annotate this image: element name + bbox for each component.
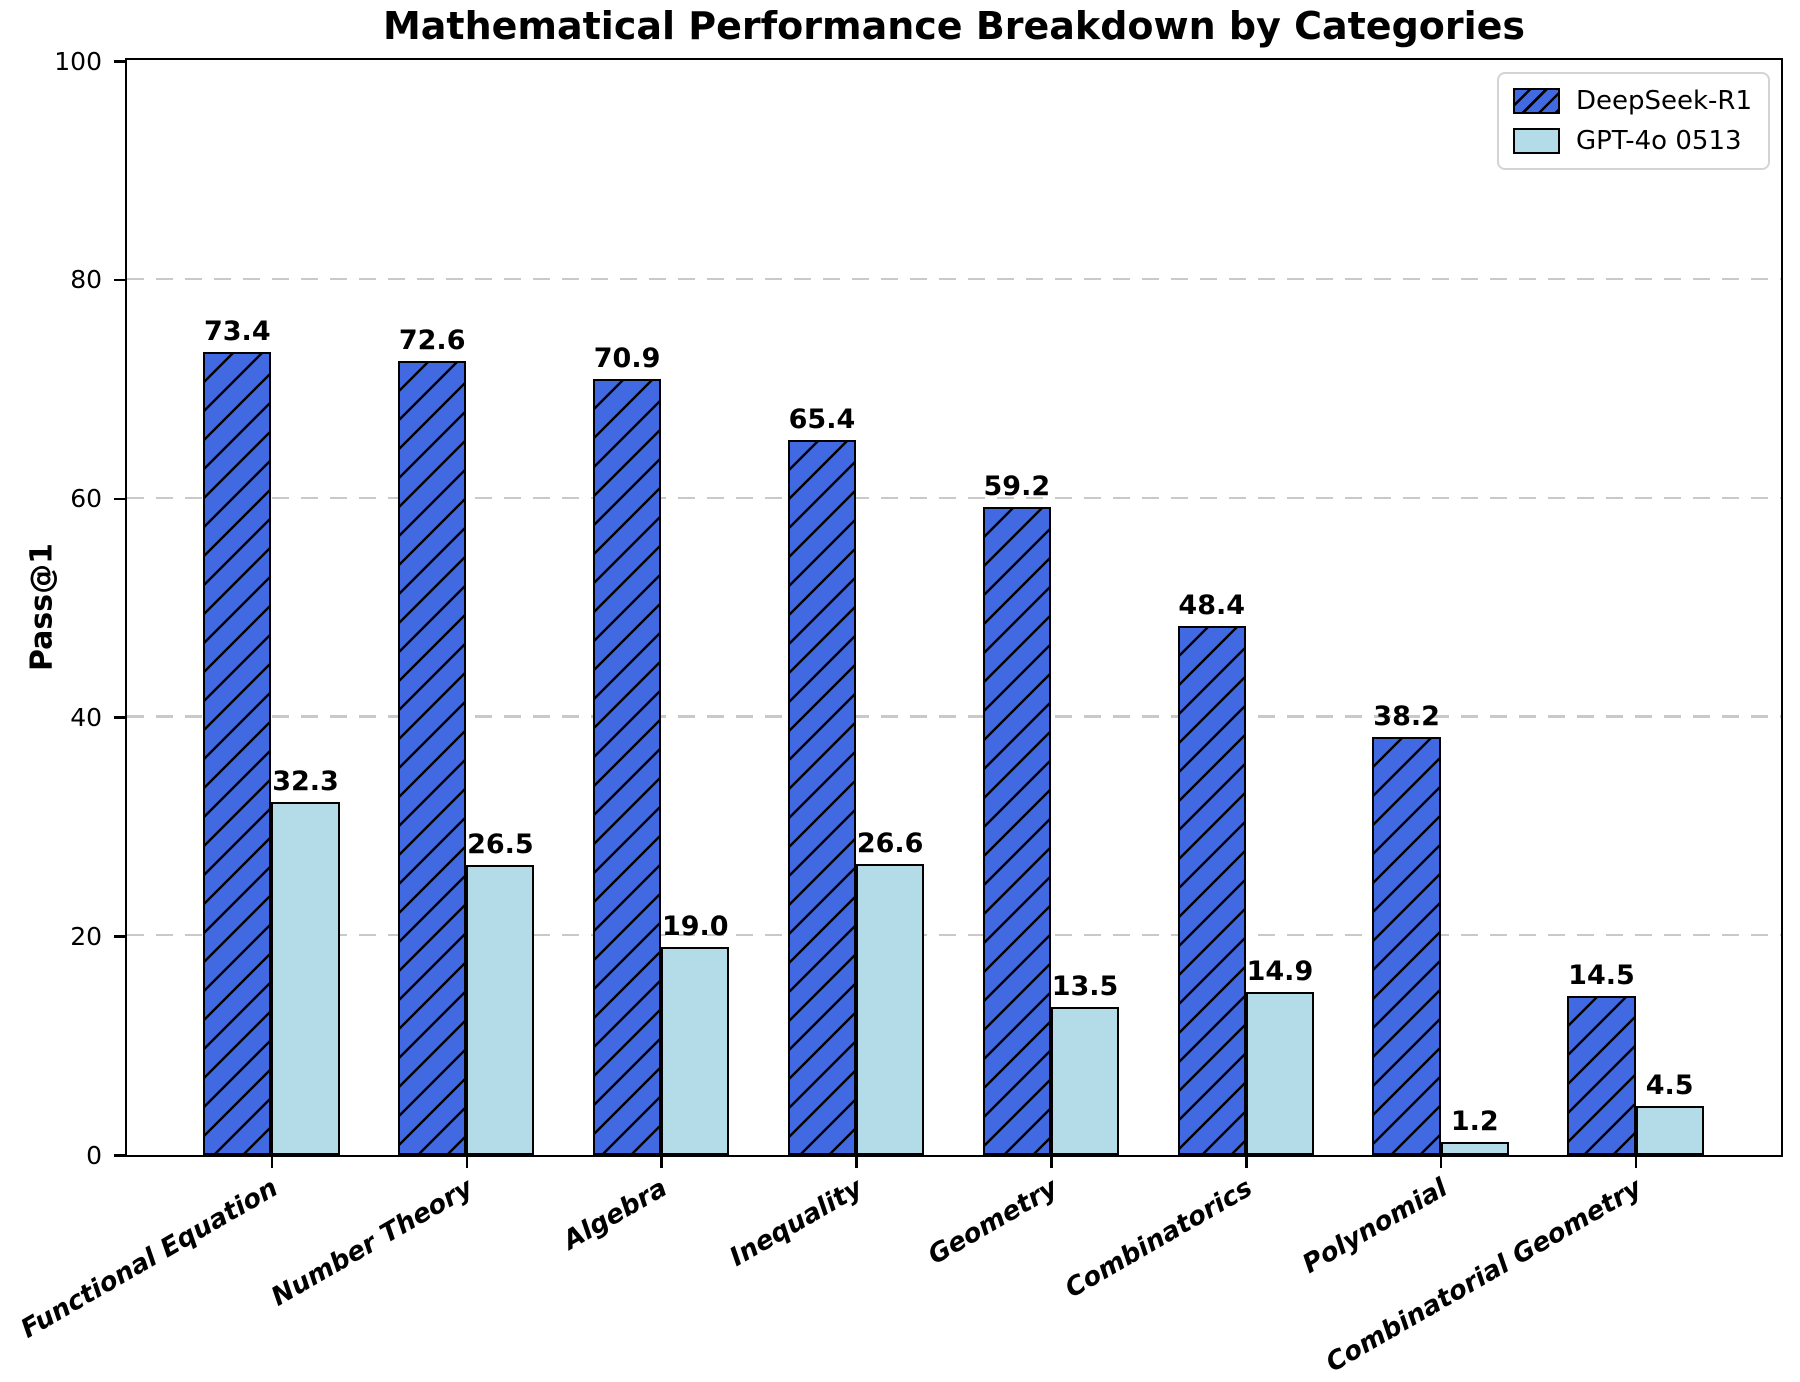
x-tick-mark (1439, 1157, 1443, 1168)
bar-gpt-4o-0513 (271, 801, 340, 1155)
grid-line (127, 496, 1781, 499)
plot-area: 73.4 32.3 72.6 26.5 70.9 19.0 65.4 26.6 59.2 13.5… (125, 58, 1783, 1157)
x-category-label: Geometry (922, 1173, 1063, 1271)
x-tick-mark (465, 1157, 469, 1168)
y-tick-mark (114, 935, 125, 938)
grid-line (127, 715, 1781, 718)
x-category-label: Combinatorial Geometry (1321, 1173, 1648, 1379)
bar-value-label: 26.5 (467, 829, 534, 861)
bar-deepseek-r1 (1372, 737, 1441, 1155)
bar-gpt-4o-0513 (856, 864, 925, 1155)
grid-line (127, 277, 1781, 280)
bar-value-label: 38.2 (1373, 701, 1440, 733)
y-tick-label: 80 (70, 265, 102, 295)
bar-value-label: 65.4 (788, 403, 856, 435)
bar-value-label: 1.2 (1450, 1105, 1499, 1137)
bar-value-label: 70.9 (593, 343, 661, 375)
y-tick-mark (114, 716, 125, 719)
bar-value-label: 59.2 (983, 471, 1051, 503)
x-category-label: Polynomial (1297, 1173, 1453, 1280)
y-tick-label: 40 (70, 702, 102, 732)
x-category-label: Functional Equation (15, 1173, 283, 1345)
bar-deepseek-r1 (398, 360, 467, 1155)
legend-item: DeepSeek-R1 (1512, 86, 1752, 116)
chart-title: Mathematical Performance Breakdown by Ca… (382, 4, 1526, 48)
bar-value-label: 4.5 (1645, 1069, 1694, 1101)
bar-value-label: 14.5 (1568, 960, 1635, 992)
bar-deepseek-r1 (203, 352, 272, 1155)
x-tick-mark (855, 1157, 858, 1168)
bar-gpt-4o-0513 (466, 865, 535, 1155)
bar-deepseek-r1 (592, 379, 662, 1155)
legend-item: GPT-4o 0513 (1512, 126, 1752, 156)
y-tick-label: 60 (70, 484, 102, 514)
x-category-label: Combinatorics (1059, 1173, 1258, 1305)
bar-gpt-4o-0513 (661, 947, 730, 1155)
bar-value-label: 13.5 (1051, 971, 1119, 1003)
bar-gpt-4o-0513 (1050, 1007, 1120, 1155)
y-tick-label: 20 (70, 921, 102, 951)
y-tick-label: 100 (54, 46, 102, 76)
x-tick-mark (1245, 1157, 1248, 1168)
bar-deepseek-r1 (982, 507, 1051, 1155)
x-category-label: Algebra (558, 1173, 673, 1257)
y-axis-label: Pass@1 (24, 542, 60, 672)
bar-gpt-4o-0513 (1245, 992, 1315, 1155)
x-category-label: Inequality (724, 1173, 868, 1273)
y-tick-mark (114, 60, 125, 63)
bar-deepseek-r1 (1567, 996, 1636, 1155)
bar-value-label: 26.6 (856, 828, 924, 859)
bar-value-label: 19.0 (661, 911, 729, 943)
y-tick-mark (114, 278, 125, 282)
legend-label: DeepSeek-R1 (1575, 86, 1752, 116)
y-tick-mark (114, 497, 125, 501)
bar-value-label: 72.6 (398, 324, 466, 356)
x-tick-mark (1634, 1157, 1638, 1168)
bar-value-label: 14.9 (1246, 956, 1314, 987)
bar-gpt-4o-0513 (1635, 1105, 1704, 1155)
x-tick-mark (1050, 1157, 1053, 1168)
y-tick-label: 0 (86, 1140, 102, 1170)
legend-swatch-gpt-4o-0513 (1512, 128, 1560, 154)
bar-deepseek-r1 (787, 439, 857, 1155)
legend-label: GPT-4o 0513 (1575, 126, 1742, 156)
x-tick-mark (660, 1157, 663, 1168)
legend: DeepSeek-R1 GPT-4o 0513 (1496, 72, 1770, 170)
grid-line (127, 934, 1781, 937)
bar-value-label: 48.4 (1178, 589, 1246, 621)
bar-value-label: 73.4 (203, 316, 271, 348)
x-category-label: Number Theory (266, 1173, 478, 1313)
bar-gpt-4o-0513 (1440, 1141, 1509, 1155)
bar-deepseek-r1 (1177, 625, 1246, 1155)
y-tick-mark (114, 1154, 125, 1157)
bar-value-label: 32.3 (272, 765, 339, 797)
legend-swatch-deepseek-r1 (1512, 88, 1560, 114)
x-tick-mark (270, 1157, 274, 1168)
